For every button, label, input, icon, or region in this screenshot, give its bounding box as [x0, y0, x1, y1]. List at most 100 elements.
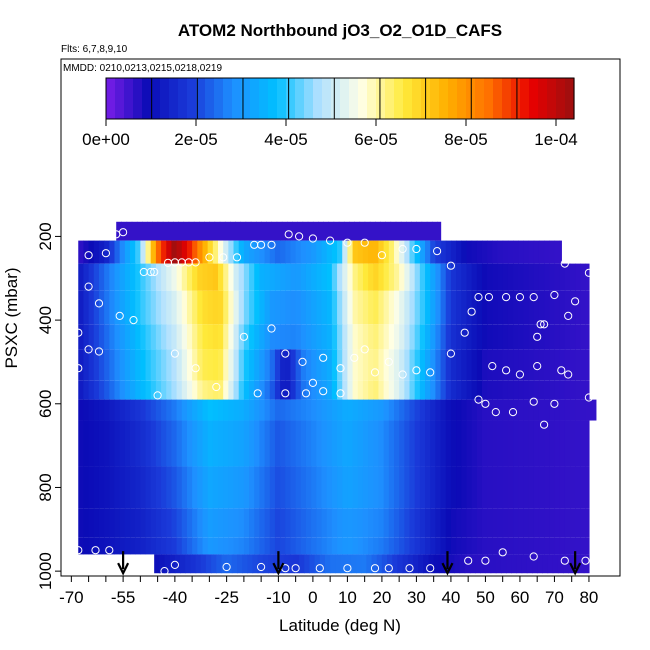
heatmap-cell: [130, 380, 136, 400]
heatmap-cell: [538, 263, 545, 291]
heatmap-cell: [176, 508, 183, 538]
heatmap-cell: [161, 380, 167, 400]
heatmap-cell: [342, 263, 349, 291]
heatmap-cell: [352, 290, 359, 325]
heatmap-cell: [419, 420, 426, 467]
heatmap-cell: [554, 380, 561, 400]
heatmap-cell: [98, 349, 105, 381]
heatmap-cell: [305, 349, 312, 381]
heatmap-cell: [357, 508, 364, 538]
heatmap-cell: [559, 240, 562, 264]
heatmap-cell: [580, 349, 587, 381]
data-point: [94, 347, 104, 356]
colorbar-cell: [430, 78, 440, 119]
heatmap-cell: [176, 399, 183, 421]
heatmap-cell: [186, 349, 193, 381]
data-point: [295, 232, 304, 241]
heatmap-cell: [93, 263, 100, 291]
heatmap-cell: [192, 290, 198, 325]
heatmap-cell: [197, 399, 204, 421]
heatmap-cell: [445, 508, 452, 538]
heatmap-cell: [316, 466, 323, 509]
heatmap-cell: [487, 349, 493, 381]
heatmap-cell: [186, 537, 193, 555]
heatmap-cell: [114, 324, 121, 350]
heatmap-cell: [166, 399, 173, 421]
heatmap-cell: [274, 324, 281, 350]
heatmap-cell: [326, 466, 333, 509]
heatmap-cell: [154, 554, 160, 574]
heatmap-cell: [383, 324, 390, 350]
heatmap-cell: [569, 537, 576, 555]
heatmap-cell: [518, 399, 524, 421]
heatmap-cell: [533, 420, 540, 467]
heatmap-cell: [269, 290, 276, 325]
heatmap-cell: [188, 221, 195, 241]
data-point: [291, 564, 300, 573]
heatmap-cell: [233, 349, 240, 381]
heatmap-cell: [240, 221, 247, 241]
heatmap-cell: [390, 221, 397, 241]
heatmap-cell: [435, 324, 442, 350]
heatmap-cell: [342, 349, 349, 381]
heatmap-cell: [274, 508, 281, 538]
heatmap-cell: [321, 420, 328, 467]
heatmap-cell: [93, 380, 100, 400]
heatmap-cell: [356, 554, 362, 574]
heatmap-cell: [518, 324, 524, 350]
heatmap-cell: [290, 380, 297, 400]
heatmap-cell: [461, 537, 468, 555]
heatmap-cell: [83, 263, 90, 291]
data-point: [308, 378, 317, 387]
heatmap-cell: [321, 240, 328, 264]
heatmap-cell: [564, 399, 571, 421]
heatmap-cell: [342, 466, 349, 509]
heatmap-cell: [528, 290, 535, 325]
heatmap-cell: [300, 537, 307, 555]
heatmap-cell: [249, 263, 255, 291]
heatmap-cell: [249, 420, 255, 467]
data-point: [153, 391, 162, 400]
heatmap-cell: [347, 290, 354, 325]
heatmap-cell: [342, 380, 349, 400]
heatmap-cell: [549, 466, 556, 509]
heatmap-cell: [176, 466, 183, 509]
heatmap-cell: [393, 349, 400, 381]
heatmap-cell: [274, 399, 281, 421]
heatmap-cell: [359, 221, 366, 241]
heatmap-cell: [233, 537, 240, 555]
heatmap-cell: [549, 508, 556, 538]
heatmap-cell: [357, 399, 364, 421]
heatmap-cell: [414, 537, 421, 555]
data-point: [481, 399, 490, 408]
heatmap-cell: [528, 508, 535, 538]
heatmap-cell: [109, 420, 116, 467]
heatmap-cell: [538, 537, 545, 555]
heatmap-cell: [174, 554, 181, 574]
heatmap-cell: [528, 240, 535, 264]
y-tick-label: 400: [36, 306, 55, 334]
heatmap-cell: [569, 466, 576, 509]
heatmap-cell: [518, 290, 524, 325]
heatmap-cell: [264, 263, 271, 291]
colorbar-cell: [349, 78, 359, 119]
data-point: [550, 399, 559, 408]
colorbar-cell: [169, 78, 179, 119]
heatmap-cell: [243, 324, 250, 350]
data-point: [84, 345, 93, 354]
heatmap-cell: [430, 537, 436, 555]
heatmap-cell: [109, 324, 116, 350]
heatmap-cell: [254, 349, 261, 381]
heatmap-cell: [171, 290, 178, 325]
heatmap-cell: [324, 554, 331, 574]
heatmap-cell: [385, 221, 392, 241]
heatmap-cell: [357, 466, 364, 509]
heatmap-cell: [321, 466, 328, 509]
heatmap-cell: [83, 537, 90, 555]
heatmap-cell: [538, 290, 545, 325]
heatmap-cell: [523, 263, 530, 291]
colorbar-cell: [277, 78, 287, 119]
heatmap-cell: [537, 554, 543, 574]
heatmap-cell: [186, 290, 193, 325]
heatmap-cell: [290, 263, 297, 291]
